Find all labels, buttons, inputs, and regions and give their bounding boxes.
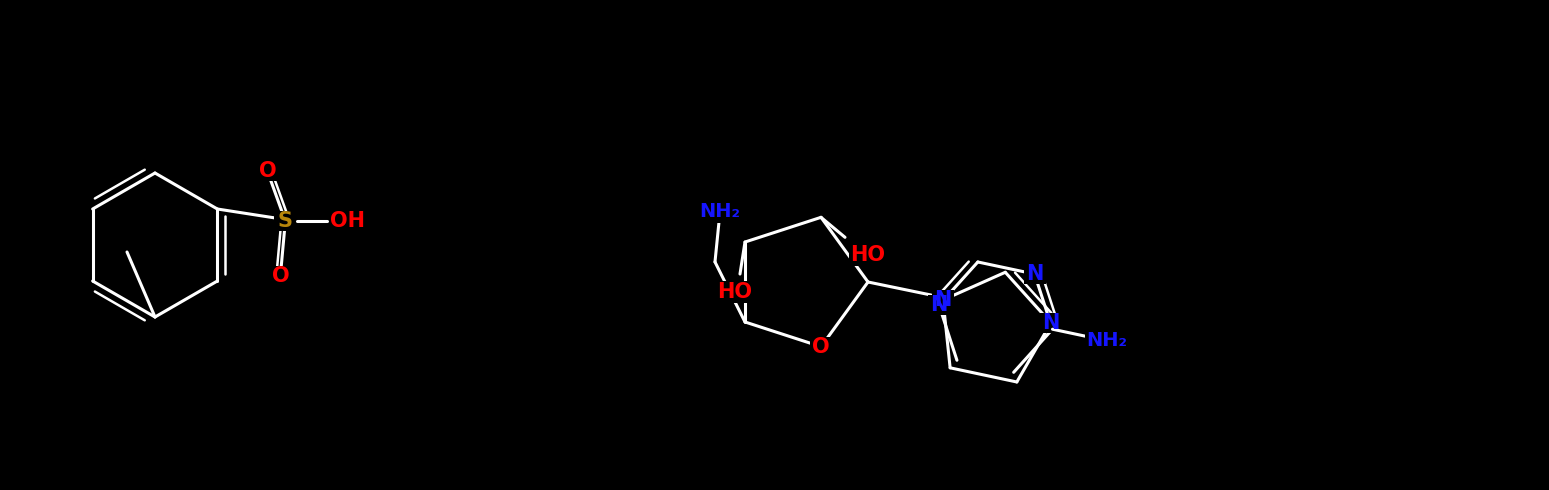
Text: OH: OH — [330, 211, 366, 231]
Bar — [928, 295, 950, 315]
Text: O: O — [259, 161, 276, 181]
Bar — [1039, 313, 1063, 333]
Text: N: N — [1025, 264, 1042, 284]
Text: NH₂: NH₂ — [700, 202, 740, 221]
Text: NH₂: NH₂ — [1086, 331, 1126, 350]
Text: O: O — [812, 337, 830, 357]
Bar — [270, 266, 291, 286]
Bar — [932, 290, 954, 310]
Text: N: N — [931, 295, 948, 315]
Bar — [274, 211, 296, 231]
Bar — [716, 281, 754, 303]
Text: S: S — [277, 211, 293, 231]
Text: O: O — [271, 266, 290, 286]
Bar — [849, 245, 888, 267]
Bar — [1086, 330, 1128, 352]
Bar — [810, 337, 832, 357]
Bar — [699, 201, 740, 223]
Bar — [256, 161, 279, 181]
Bar — [331, 211, 364, 231]
Bar — [1024, 264, 1046, 284]
Text: HO: HO — [717, 282, 753, 302]
Text: N: N — [934, 290, 951, 310]
Text: N: N — [1042, 313, 1060, 333]
Text: HO: HO — [850, 245, 886, 265]
